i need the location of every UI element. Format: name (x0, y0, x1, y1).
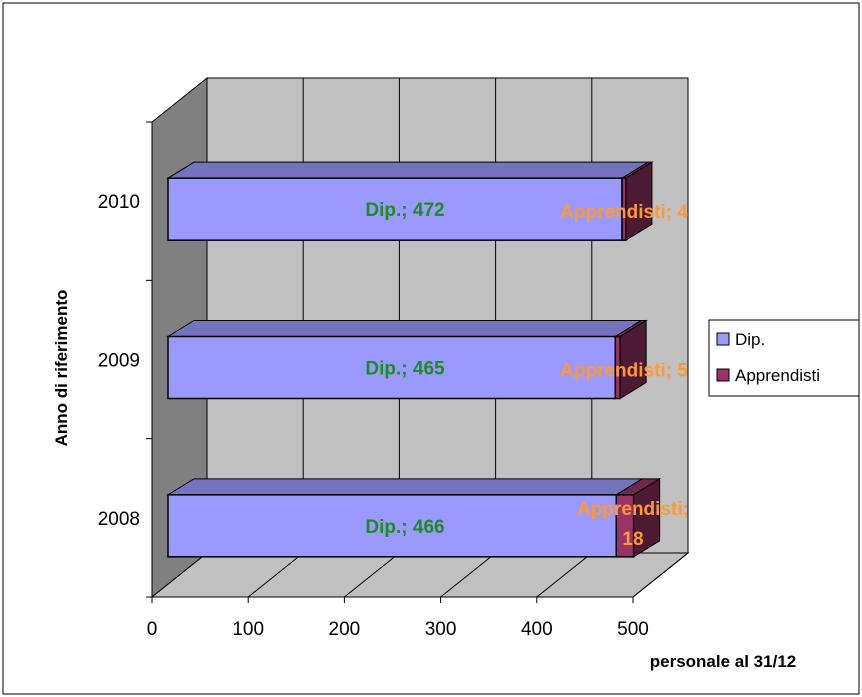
legend-box (708, 319, 860, 397)
legend-swatch-dip (716, 332, 730, 346)
data-label-apprendisti: Apprendisti; 18 (577, 499, 689, 550)
data-label-apprendisti: Apprendisti; 4 (560, 202, 688, 223)
data-label-dip: Dip.; 465 (365, 359, 445, 380)
y-tick-label: 2008 (98, 509, 140, 530)
bar-top-face (166, 320, 644, 337)
bar-segment (167, 494, 618, 558)
legend: Dip. Apprendisti (708, 319, 860, 397)
gridline-floor (440, 552, 496, 598)
y-tick-label: 2010 (98, 192, 140, 213)
gridline-floor (247, 552, 304, 598)
x-tick-label: 0 (147, 619, 158, 640)
bar-side-face (625, 161, 653, 242)
bar-top-face (166, 478, 645, 496)
data-labels: Dip.; 472 Apprendisti; 4 Dip.; 465 Apprendi… (365, 200, 689, 550)
bars (166, 161, 662, 558)
floor (150, 552, 690, 598)
x-tick-label: 100 (232, 619, 264, 640)
gridlines (247, 78, 689, 598)
bar-top-face (166, 161, 650, 179)
x-tick-label: 200 (329, 619, 361, 640)
legend-label-dip: Dip. (735, 330, 765, 349)
data-label-apprendisti: Apprendisti; 5 (560, 361, 688, 382)
bar-segment (167, 177, 623, 241)
x-tick-label: 500 (617, 619, 649, 640)
legend-swatch-apprendisti (716, 368, 730, 382)
data-label-dip: Dip.; 466 (365, 517, 444, 538)
gridline-floor (344, 552, 400, 598)
bar-side-face (633, 477, 661, 558)
x-tick-label: 300 (425, 619, 457, 640)
y-tick-label: 2009 (98, 351, 140, 372)
y-axis-title: Anno di riferimento (52, 290, 71, 447)
data-label-dip: Dip.; 472 (365, 200, 444, 221)
gridline-floor (632, 552, 689, 598)
axes: 0 100 200 300 400 500 2010 2009 2008 (98, 121, 649, 640)
legend-label-apprendisti: Apprendisti (735, 366, 820, 385)
bar-side-face (619, 319, 647, 400)
x-tick-label: 400 (521, 619, 553, 640)
x-axis-title: personale al 31/12 (650, 652, 796, 671)
bar-segment (167, 335, 617, 400)
gridline-floor (536, 552, 593, 598)
